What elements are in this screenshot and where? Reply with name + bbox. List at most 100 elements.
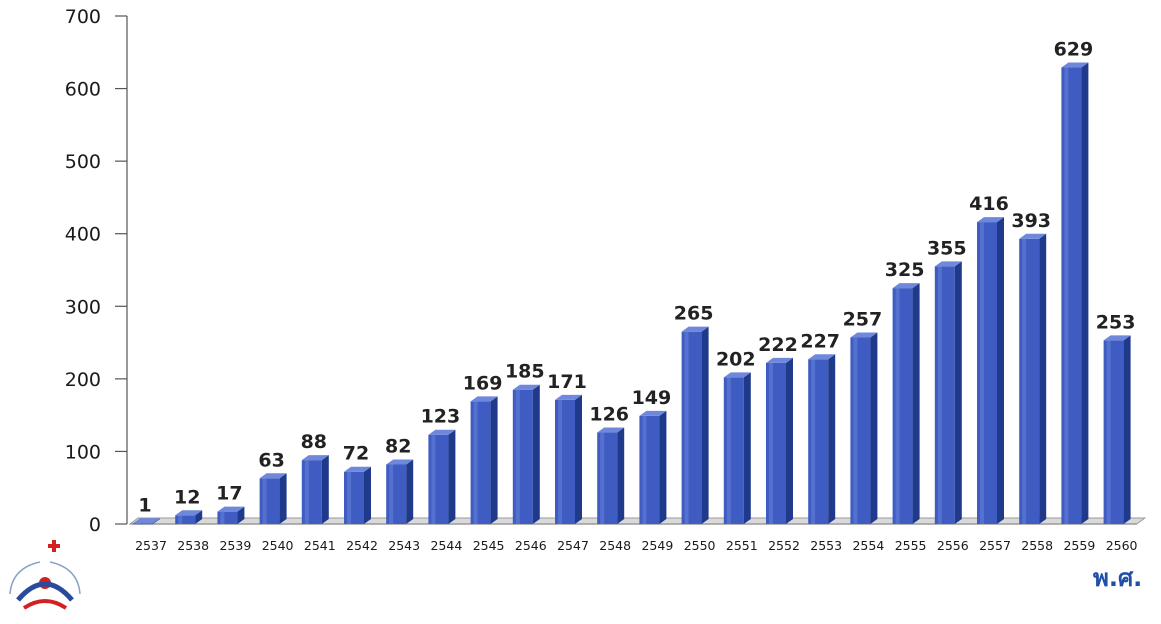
bar-top xyxy=(555,394,582,400)
data-label: 629 xyxy=(1054,39,1094,61)
bar-highlight xyxy=(895,288,900,524)
data-label: 88 xyxy=(301,431,327,453)
bar-side xyxy=(448,429,456,524)
x-tick-label: 2546 xyxy=(515,538,547,553)
y-tick-label: 0 xyxy=(89,514,101,536)
data-label: 82 xyxy=(385,435,411,457)
bar-highlight xyxy=(178,515,183,524)
bar-top xyxy=(1019,233,1047,239)
data-label: 126 xyxy=(589,404,629,426)
bar-highlight xyxy=(853,337,858,524)
x-tick-label: 2560 xyxy=(1106,538,1138,553)
x-tick-label: 2537 xyxy=(135,538,167,553)
bar-side xyxy=(912,283,920,524)
bar-side xyxy=(153,518,160,524)
x-tick-label: 2541 xyxy=(304,538,336,553)
bar-top xyxy=(977,217,1004,223)
x-tick-label: 2542 xyxy=(346,538,378,553)
bar-highlight xyxy=(558,399,562,524)
bar-side xyxy=(575,394,582,524)
data-label: 265 xyxy=(674,303,714,325)
x-tick-label: 2550 xyxy=(684,538,716,553)
data-label: 171 xyxy=(547,371,587,393)
bar-2537 xyxy=(133,518,160,525)
bar-2542 xyxy=(344,466,371,524)
x-tick-label: 2545 xyxy=(473,538,505,553)
bar-highlight xyxy=(937,266,942,524)
data-label: 416 xyxy=(969,193,1009,215)
bar-side xyxy=(701,326,709,524)
bar-top xyxy=(597,427,625,433)
bar-top xyxy=(344,466,371,472)
y-tick-label: 700 xyxy=(65,6,101,28)
data-label: 17 xyxy=(216,483,242,505)
bar-top xyxy=(470,396,498,402)
x-tick-label: 2540 xyxy=(262,538,294,553)
data-label: 202 xyxy=(716,348,756,370)
bar-2547 xyxy=(555,394,582,524)
x-tick-label: 2555 xyxy=(895,538,927,553)
bar-side xyxy=(1081,62,1089,524)
bar-highlight xyxy=(811,359,816,524)
bar-side xyxy=(743,372,751,524)
bar-front xyxy=(175,515,196,524)
bar-highlight xyxy=(684,331,689,524)
bar-2555 xyxy=(892,283,920,524)
data-label: 1 xyxy=(138,494,151,516)
data-label: 253 xyxy=(1096,311,1136,333)
bar-2543 xyxy=(386,459,414,524)
chart-floor xyxy=(128,517,1147,525)
bar-side xyxy=(1039,233,1047,524)
bar-2546 xyxy=(512,384,540,524)
data-label: 149 xyxy=(632,387,672,409)
data-label: 123 xyxy=(421,406,461,428)
bar-top xyxy=(133,518,160,524)
y-tick-label: 600 xyxy=(65,79,101,101)
x-tick-label: 2549 xyxy=(641,538,673,553)
bar-highlight xyxy=(431,434,436,524)
x-tick-label: 2556 xyxy=(937,538,969,553)
bar-side xyxy=(828,354,836,524)
bar-2554 xyxy=(850,332,878,524)
bar-2541 xyxy=(301,455,329,524)
bar-highlight xyxy=(1022,238,1027,524)
bar-2540 xyxy=(259,473,287,524)
x-axis-label: พ.ศ. xyxy=(1093,564,1142,592)
bar-front xyxy=(133,523,153,525)
bar-side xyxy=(617,427,625,524)
bar-top xyxy=(681,326,709,332)
bar-highlight xyxy=(304,460,309,524)
data-label: 355 xyxy=(927,237,967,259)
bar-side xyxy=(1123,335,1131,524)
bar-2545 xyxy=(470,396,498,524)
bar-2551 xyxy=(723,372,751,524)
bar-2550 xyxy=(681,326,709,524)
bar-top xyxy=(850,332,878,338)
bar-top xyxy=(512,384,540,390)
data-label: 63 xyxy=(258,449,284,471)
bar-2552 xyxy=(766,357,793,524)
y-tick-label: 400 xyxy=(65,224,101,246)
bar-2549 xyxy=(639,410,667,524)
bar-highlight xyxy=(389,464,394,524)
bar-highlight xyxy=(136,523,140,525)
bar-top xyxy=(259,473,287,479)
x-tick-label: 2544 xyxy=(430,538,462,553)
bar-side xyxy=(997,217,1004,525)
bar-side xyxy=(237,506,245,524)
bar-top xyxy=(1061,62,1089,68)
x-tick-label: 2538 xyxy=(177,538,209,553)
bar-2560 xyxy=(1103,335,1131,524)
red-cross-org-logo-icon xyxy=(9,540,81,610)
bar-highlight xyxy=(347,471,351,524)
bar-2553 xyxy=(808,354,836,524)
x-tick-label: 2553 xyxy=(810,538,842,553)
bar-highlight xyxy=(1106,340,1111,524)
x-axis-ticks: 2537 2538 2539 2540 2541 2542 2543 2544 2545 2546… xyxy=(135,538,1137,553)
bar-2558 xyxy=(1019,233,1047,524)
y-axis: 0 100 200 300 400 500 600 700 xyxy=(65,6,128,536)
x-tick-label: 2539 xyxy=(219,538,251,553)
bar-top xyxy=(175,510,203,516)
x-tick-label: 2548 xyxy=(599,538,631,553)
